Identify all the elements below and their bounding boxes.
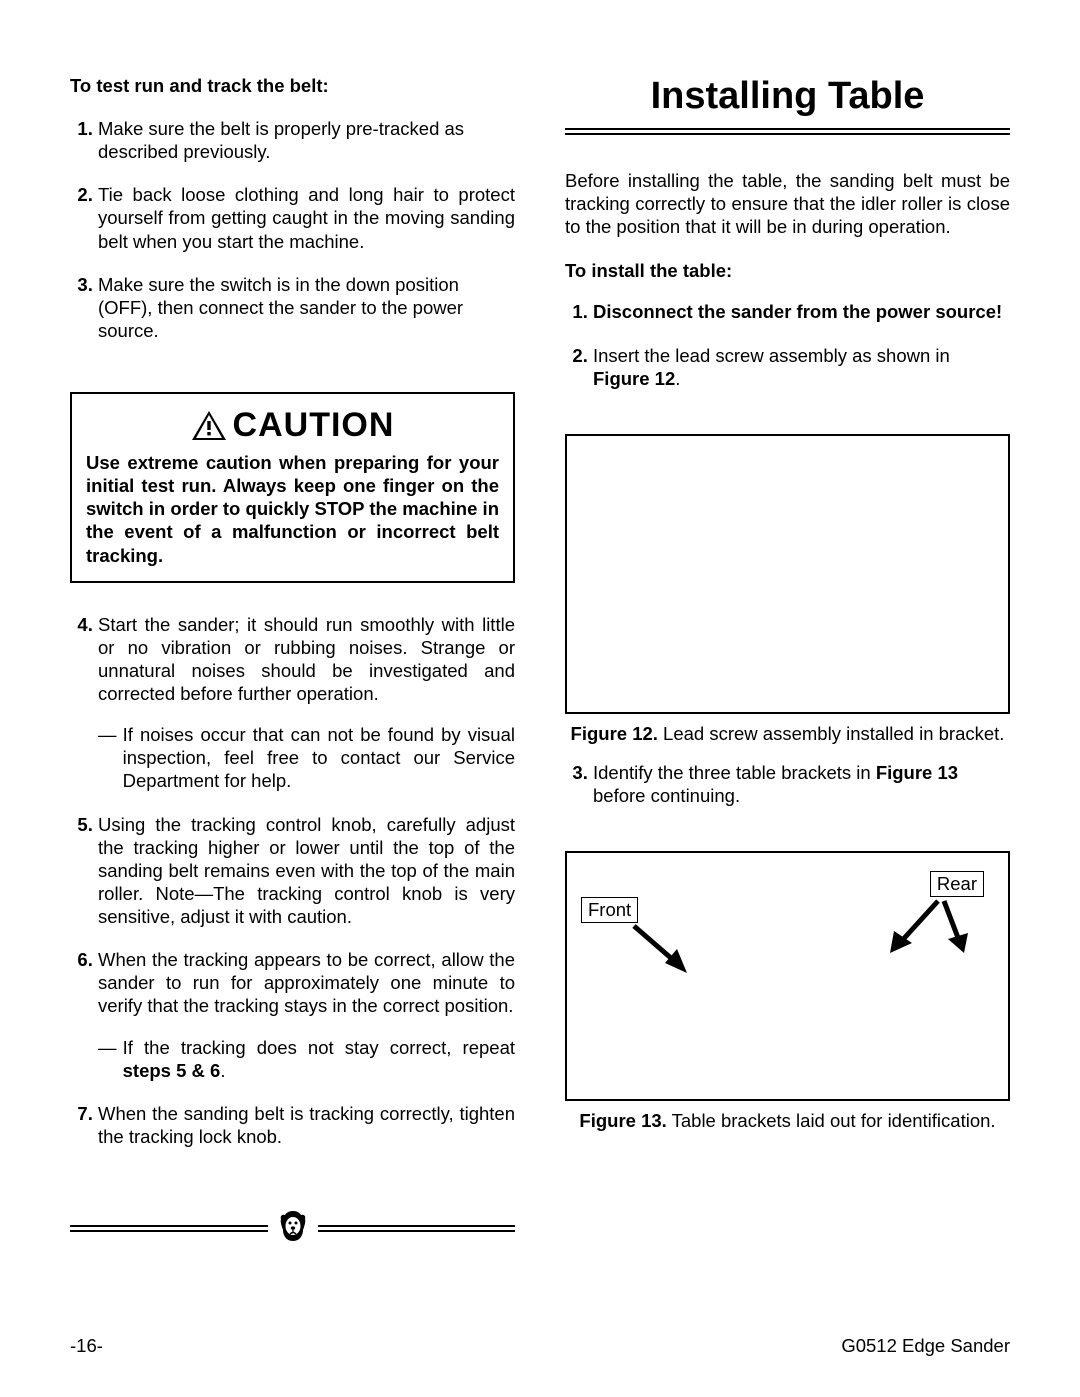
install-steps-b: Identify the three table brackets in Fig… bbox=[565, 761, 1010, 827]
step-5: Using the tracking control knob, careful… bbox=[98, 813, 515, 929]
fig12-cap-b: Lead screw assembly installed in bracket… bbox=[658, 723, 1005, 744]
figure-13-box: Front Rear bbox=[565, 851, 1010, 1101]
installing-table-title: Installing Table bbox=[565, 75, 1010, 118]
steps-list-b: Start the sander; it should run smoothly… bbox=[70, 613, 515, 1168]
step-4-sub-text: If noises occur that can not be found by… bbox=[123, 723, 515, 792]
step-6-sub-a: If the tracking does not stay correct, r… bbox=[123, 1037, 515, 1058]
caution-word: CAUTION bbox=[233, 406, 395, 445]
step-2: Tie back loose clothing and long hair to… bbox=[98, 183, 515, 252]
install-step-1: Disconnect the sander from the power sou… bbox=[593, 300, 1010, 323]
step-6-sub-wrap: If the tracking does not stay correct, r… bbox=[123, 1036, 515, 1082]
page-footer: -16- G0512 Edge Sander bbox=[70, 1325, 1010, 1357]
step-1: Make sure the belt is properly pre-track… bbox=[98, 117, 515, 163]
install-step-2a: Insert the lead screw assembly as shown … bbox=[593, 345, 950, 366]
rear-arrows-icon bbox=[868, 895, 978, 965]
figure-12-caption: Figure 12. Lead screw assembly installed… bbox=[565, 722, 1010, 745]
warning-icon bbox=[191, 410, 227, 442]
install-step-2b: Figure 12 bbox=[593, 368, 675, 389]
step-6-text: When the tracking appears to be correct,… bbox=[98, 949, 515, 1016]
caution-box: CAUTION Use extreme caution when prepari… bbox=[70, 392, 515, 583]
page-number: -16- bbox=[70, 1335, 103, 1357]
title-underline bbox=[565, 128, 1010, 135]
step-6-sub-c: . bbox=[220, 1060, 225, 1081]
figure-13-caption: Figure 13. Table brackets laid out for i… bbox=[565, 1109, 1010, 1132]
step-6-sub: — If the tracking does not stay correct,… bbox=[98, 1036, 515, 1082]
install-step-3c: before continuing. bbox=[593, 785, 740, 806]
divider-right bbox=[318, 1225, 516, 1232]
section-end-divider bbox=[70, 1208, 515, 1249]
steps-list-a: Make sure the belt is properly pre-track… bbox=[70, 117, 515, 362]
install-step-3b: Figure 13 bbox=[876, 762, 958, 783]
step-7: When the sanding belt is tracking correc… bbox=[98, 1102, 515, 1148]
dash: — bbox=[98, 723, 122, 792]
step-4: Start the sander; it should run smoothly… bbox=[98, 613, 515, 793]
front-arrow-icon bbox=[629, 921, 699, 981]
two-column-layout: To test run and track the belt: Make sur… bbox=[70, 75, 1010, 1325]
install-step-2: Insert the lead screw assembly as shown … bbox=[593, 344, 1010, 390]
fig13-cap-a: Figure 13. bbox=[579, 1110, 666, 1131]
model-name: G0512 Edge Sander bbox=[841, 1335, 1010, 1357]
dash: — bbox=[98, 1036, 122, 1082]
install-step-3: Identify the three table brackets in Fig… bbox=[593, 761, 1010, 807]
install-heading: To install the table: bbox=[565, 260, 1010, 282]
step-6-sub-b: steps 5 & 6 bbox=[123, 1060, 221, 1081]
intro-paragraph: Before installing the table, the sanding… bbox=[565, 169, 1010, 238]
manual-page: To test run and track the belt: Make sur… bbox=[0, 0, 1080, 1397]
divider-left bbox=[70, 1225, 268, 1232]
caution-body: Use extreme caution when preparing for y… bbox=[86, 451, 499, 567]
rear-label: Rear bbox=[930, 871, 984, 897]
front-label: Front bbox=[581, 897, 638, 923]
fig12-cap-a: Figure 12. bbox=[571, 723, 658, 744]
figure-12-box bbox=[565, 434, 1010, 714]
step-6: When the tracking appears to be correct,… bbox=[98, 948, 515, 1082]
right-column: Installing Table Before installing the t… bbox=[565, 75, 1010, 1325]
install-step-2c: . bbox=[675, 368, 680, 389]
step-4-text: Start the sander; it should run smoothly… bbox=[98, 614, 515, 704]
step-4-sub: — If noises occur that can not be found … bbox=[98, 723, 515, 792]
step-3: Make sure the switch is in the down posi… bbox=[98, 273, 515, 342]
caution-header: CAUTION bbox=[86, 406, 499, 445]
install-steps: Disconnect the sander from the power sou… bbox=[565, 300, 1010, 409]
left-column: To test run and track the belt: Make sur… bbox=[70, 75, 515, 1325]
test-run-heading: To test run and track the belt: bbox=[70, 75, 515, 97]
install-step-3a: Identify the three table brackets in bbox=[593, 762, 876, 783]
bear-logo-icon bbox=[276, 1208, 310, 1249]
fig13-cap-b: Table brackets laid out for identificati… bbox=[667, 1110, 996, 1131]
